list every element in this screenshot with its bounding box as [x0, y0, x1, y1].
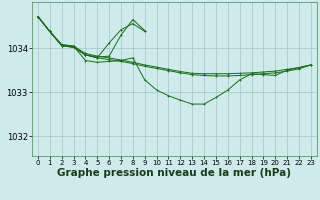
X-axis label: Graphe pression niveau de la mer (hPa): Graphe pression niveau de la mer (hPa)	[57, 168, 292, 178]
